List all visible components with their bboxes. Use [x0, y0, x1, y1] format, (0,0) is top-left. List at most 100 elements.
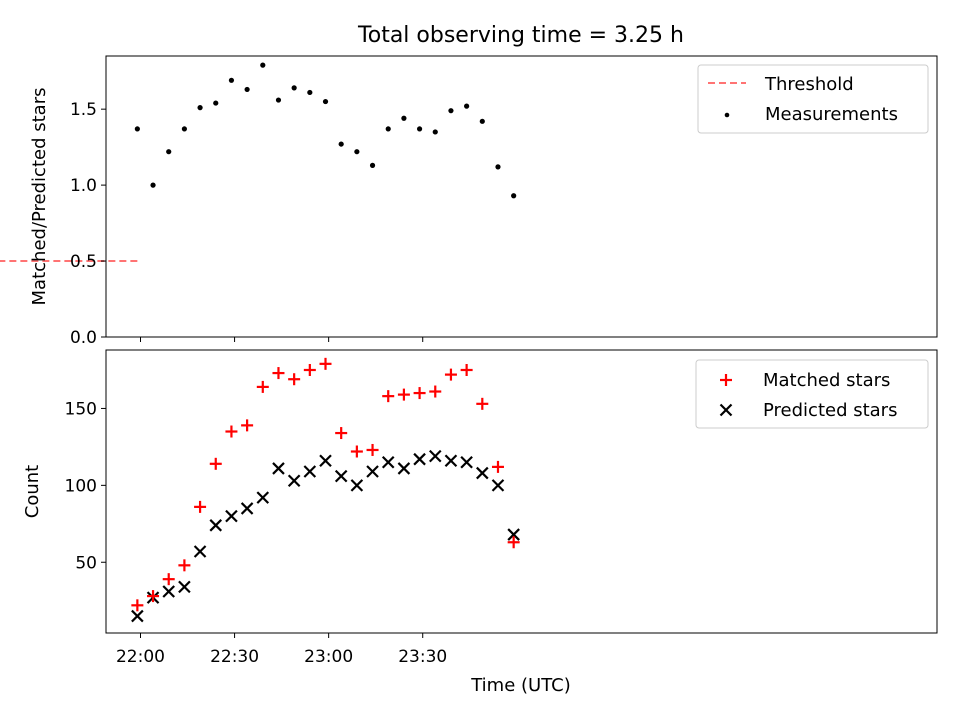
matched-star-marker [147, 590, 160, 603]
measurement-point [338, 141, 344, 147]
measurement-point [322, 98, 329, 105]
y-tick-label: 0.0 [70, 328, 97, 348]
matched-star-marker [366, 443, 379, 456]
predicted-star-marker [209, 519, 223, 532]
matched-star-marker [241, 419, 254, 432]
measurement-point [354, 149, 360, 155]
ratio-y-axis-label: Matched/Predicted stars [29, 88, 50, 306]
matched-star-marker [209, 457, 222, 470]
legend-cross-mark [719, 403, 733, 417]
measurement-point [448, 108, 454, 114]
matched-star-marker [256, 380, 269, 393]
measurement-point [166, 149, 172, 155]
matched-star-marker [319, 357, 332, 370]
ratio-panel: 0.0 0.5 1.0 1.5 Matched/Predicted stars Thr… [0, 55, 938, 348]
predicted-star-markers [131, 449, 520, 623]
matched-star-marker [162, 573, 175, 586]
measurement-point [307, 89, 313, 96]
measurement-point [260, 62, 266, 68]
measurement-point [228, 77, 235, 83]
measurement-point [244, 86, 250, 93]
measurement-point [432, 129, 438, 135]
measurement-point [150, 182, 156, 188]
matched-star-markers [131, 357, 520, 612]
matched-star-marker [303, 363, 316, 376]
predicted-star-marker [162, 585, 175, 598]
y-tick-label: 150 [65, 399, 97, 419]
predicted-star-marker [272, 462, 285, 475]
measurement-point [495, 164, 501, 170]
predicted-star-marker [381, 455, 395, 469]
y-tick-label: 50 [75, 553, 97, 573]
matched-star-marker [444, 368, 457, 381]
measurement-points [134, 62, 517, 199]
legend-matched-label: Matched stars [763, 370, 890, 391]
count-legend: Matched stars Predicted stars [695, 359, 929, 429]
count-panel-frame [105, 349, 938, 634]
x-axis-label: Time (UTC) [470, 675, 571, 696]
predicted-star-marker [507, 528, 520, 541]
legend-matched-swatch [720, 374, 732, 386]
matched-star-marker [288, 373, 301, 386]
predicted-star-marker [444, 454, 458, 468]
matched-star-marker [507, 536, 520, 549]
predicted-star-marker [240, 502, 254, 515]
x-tick-label: 23:00 [304, 647, 353, 667]
x-tick-label: 22:30 [210, 647, 259, 667]
count-legend-box [695, 359, 929, 429]
matched-star-marker [225, 425, 238, 438]
legend-measurements-swatch [724, 112, 730, 118]
legend-measurements-label: Measurements [765, 104, 898, 125]
ratio-legend-box [697, 64, 929, 134]
legend-predicted-label: Predicted stars [763, 400, 897, 421]
predicted-star-marker [193, 545, 207, 558]
measurement-point [416, 126, 423, 132]
y-tick-label: 1.5 [70, 100, 97, 120]
ratio-y-axis-ticks: 0.0 0.5 1.0 1.5 [70, 100, 106, 348]
matched-star-marker [194, 500, 207, 513]
matched-star-marker [131, 599, 144, 612]
matched-star-marker [460, 363, 473, 376]
y-tick-label: 100 [65, 476, 97, 496]
predicted-star-marker [397, 462, 411, 475]
matched-star-marker [413, 387, 426, 400]
matched-star-marker [178, 559, 191, 572]
count-x-axis-ticks: 22:0022:3023:0023:3000:0000:3001:0001:30… [116, 633, 447, 667]
predicted-star-marker [131, 609, 144, 623]
matched-star-marker [476, 397, 489, 410]
predicted-star-marker [428, 449, 442, 463]
measurement-point [275, 97, 282, 103]
predicted-star-marker [350, 479, 364, 492]
predicted-star-marker [303, 465, 317, 478]
count-y-axis-ticks: 50 100 150 [65, 399, 106, 573]
predicted-star-marker [366, 465, 379, 478]
matched-star-marker [350, 445, 363, 458]
figure-title: Total observing time = 3.25 h [357, 23, 684, 48]
measurement-point [385, 126, 391, 132]
y-tick-label: 1.0 [70, 176, 97, 196]
matched-star-marker [429, 385, 442, 398]
predicted-star-marker [413, 452, 426, 466]
predicted-star-marker [476, 466, 489, 480]
measurement-point [401, 115, 407, 121]
predicted-star-marker [287, 474, 301, 488]
measurement-point [464, 103, 470, 109]
ratio-x-axis-ticks [139, 337, 424, 342]
measurement-point [291, 85, 297, 91]
predicted-star-marker [491, 479, 505, 492]
predicted-star-marker [225, 509, 238, 523]
measurement-point [213, 100, 219, 106]
legend-plus-mark [720, 374, 732, 386]
legend-threshold-label: Threshold [764, 74, 854, 95]
y-tick-label: 0.5 [70, 252, 97, 272]
measurement-point [369, 162, 376, 168]
matched-star-marker [397, 388, 410, 401]
predicted-star-marker [256, 491, 270, 504]
x-tick-label: 22:00 [116, 647, 165, 667]
ratio-panel-frame [105, 55, 938, 338]
predicted-star-marker [319, 454, 332, 468]
predicted-star-marker [460, 455, 473, 469]
predicted-star-marker [178, 580, 191, 594]
matched-star-marker [272, 367, 285, 380]
